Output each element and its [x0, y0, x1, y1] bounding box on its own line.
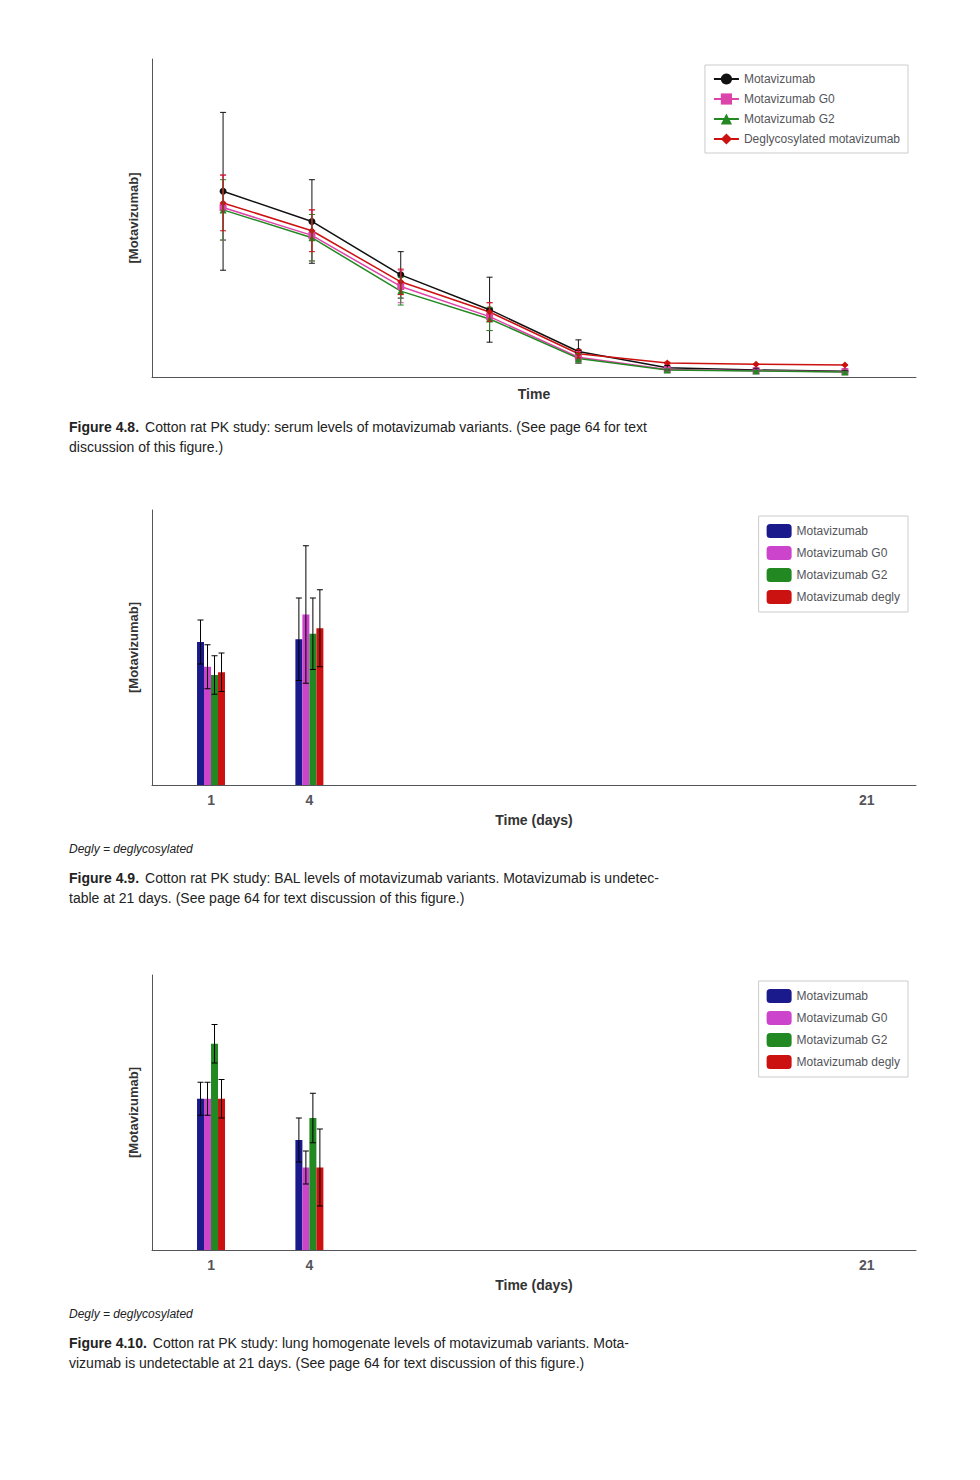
svg-text:Motavizumab G0: Motavizumab G0 — [797, 1011, 888, 1025]
svg-text:Time (days): Time (days) — [495, 812, 573, 828]
svg-text:table at 21 days. (See page 64: table at 21 days. (See page 64 for text … — [69, 890, 464, 906]
svg-text:Motavizumab G2: Motavizumab G2 — [797, 1033, 888, 1047]
svg-text:21: 21 — [859, 1257, 875, 1273]
svg-text:Motavizumab G2: Motavizumab G2 — [797, 568, 888, 582]
svg-text:[Motavizumab]: [Motavizumab] — [126, 1067, 141, 1158]
svg-text:[Motavizumab]: [Motavizumab] — [126, 173, 141, 264]
svg-text:1: 1 — [207, 792, 215, 808]
svg-text:Degly = deglycosylated: Degly = deglycosylated — [69, 1307, 193, 1321]
svg-text:Figure 4.10.: Figure 4.10. — [69, 1335, 147, 1351]
svg-text:Figure 4.8.: Figure 4.8. — [69, 419, 139, 435]
svg-text:Deglycosylated motavizumab: Deglycosylated motavizumab — [744, 132, 900, 146]
svg-text:discussion of this figure.): discussion of this figure.) — [69, 439, 223, 455]
svg-text:21: 21 — [859, 792, 875, 808]
svg-text:Motavizumab G0: Motavizumab G0 — [744, 92, 835, 106]
svg-text:Motavizumab G0: Motavizumab G0 — [797, 546, 888, 560]
svg-text:vizumab is undetectable at 21: vizumab is undetectable at 21 days. (See… — [69, 1355, 584, 1371]
svg-text:Motavizumab: Motavizumab — [797, 524, 869, 538]
svg-text:Motavizumab degly: Motavizumab degly — [797, 1055, 900, 1069]
svg-text:Time (days): Time (days) — [495, 1277, 573, 1293]
svg-text:4: 4 — [305, 792, 313, 808]
svg-text:Time: Time — [518, 386, 551, 402]
svg-text:1: 1 — [207, 1257, 215, 1273]
svg-text:[Motavizumab]: [Motavizumab] — [126, 602, 141, 693]
svg-text:Motavizumab: Motavizumab — [744, 72, 816, 86]
svg-text:Cotton rat PK study: lung homo: Cotton rat PK study: lung homogenate lev… — [153, 1335, 630, 1351]
svg-text:Cotton rat PK study: BAL level: Cotton rat PK study: BAL levels of motav… — [145, 870, 659, 886]
svg-text:Cotton rat PK study: serum lev: Cotton rat PK study: serum levels of mot… — [145, 419, 647, 435]
svg-text:Degly = deglycosylated: Degly = deglycosylated — [69, 842, 193, 856]
svg-text:Motavizumab G2: Motavizumab G2 — [744, 112, 835, 126]
svg-text:4: 4 — [305, 1257, 313, 1273]
svg-text:Figure 4.9.: Figure 4.9. — [69, 870, 139, 886]
svg-text:Motavizumab degly: Motavizumab degly — [797, 590, 900, 604]
svg-text:Motavizumab: Motavizumab — [797, 989, 869, 1003]
